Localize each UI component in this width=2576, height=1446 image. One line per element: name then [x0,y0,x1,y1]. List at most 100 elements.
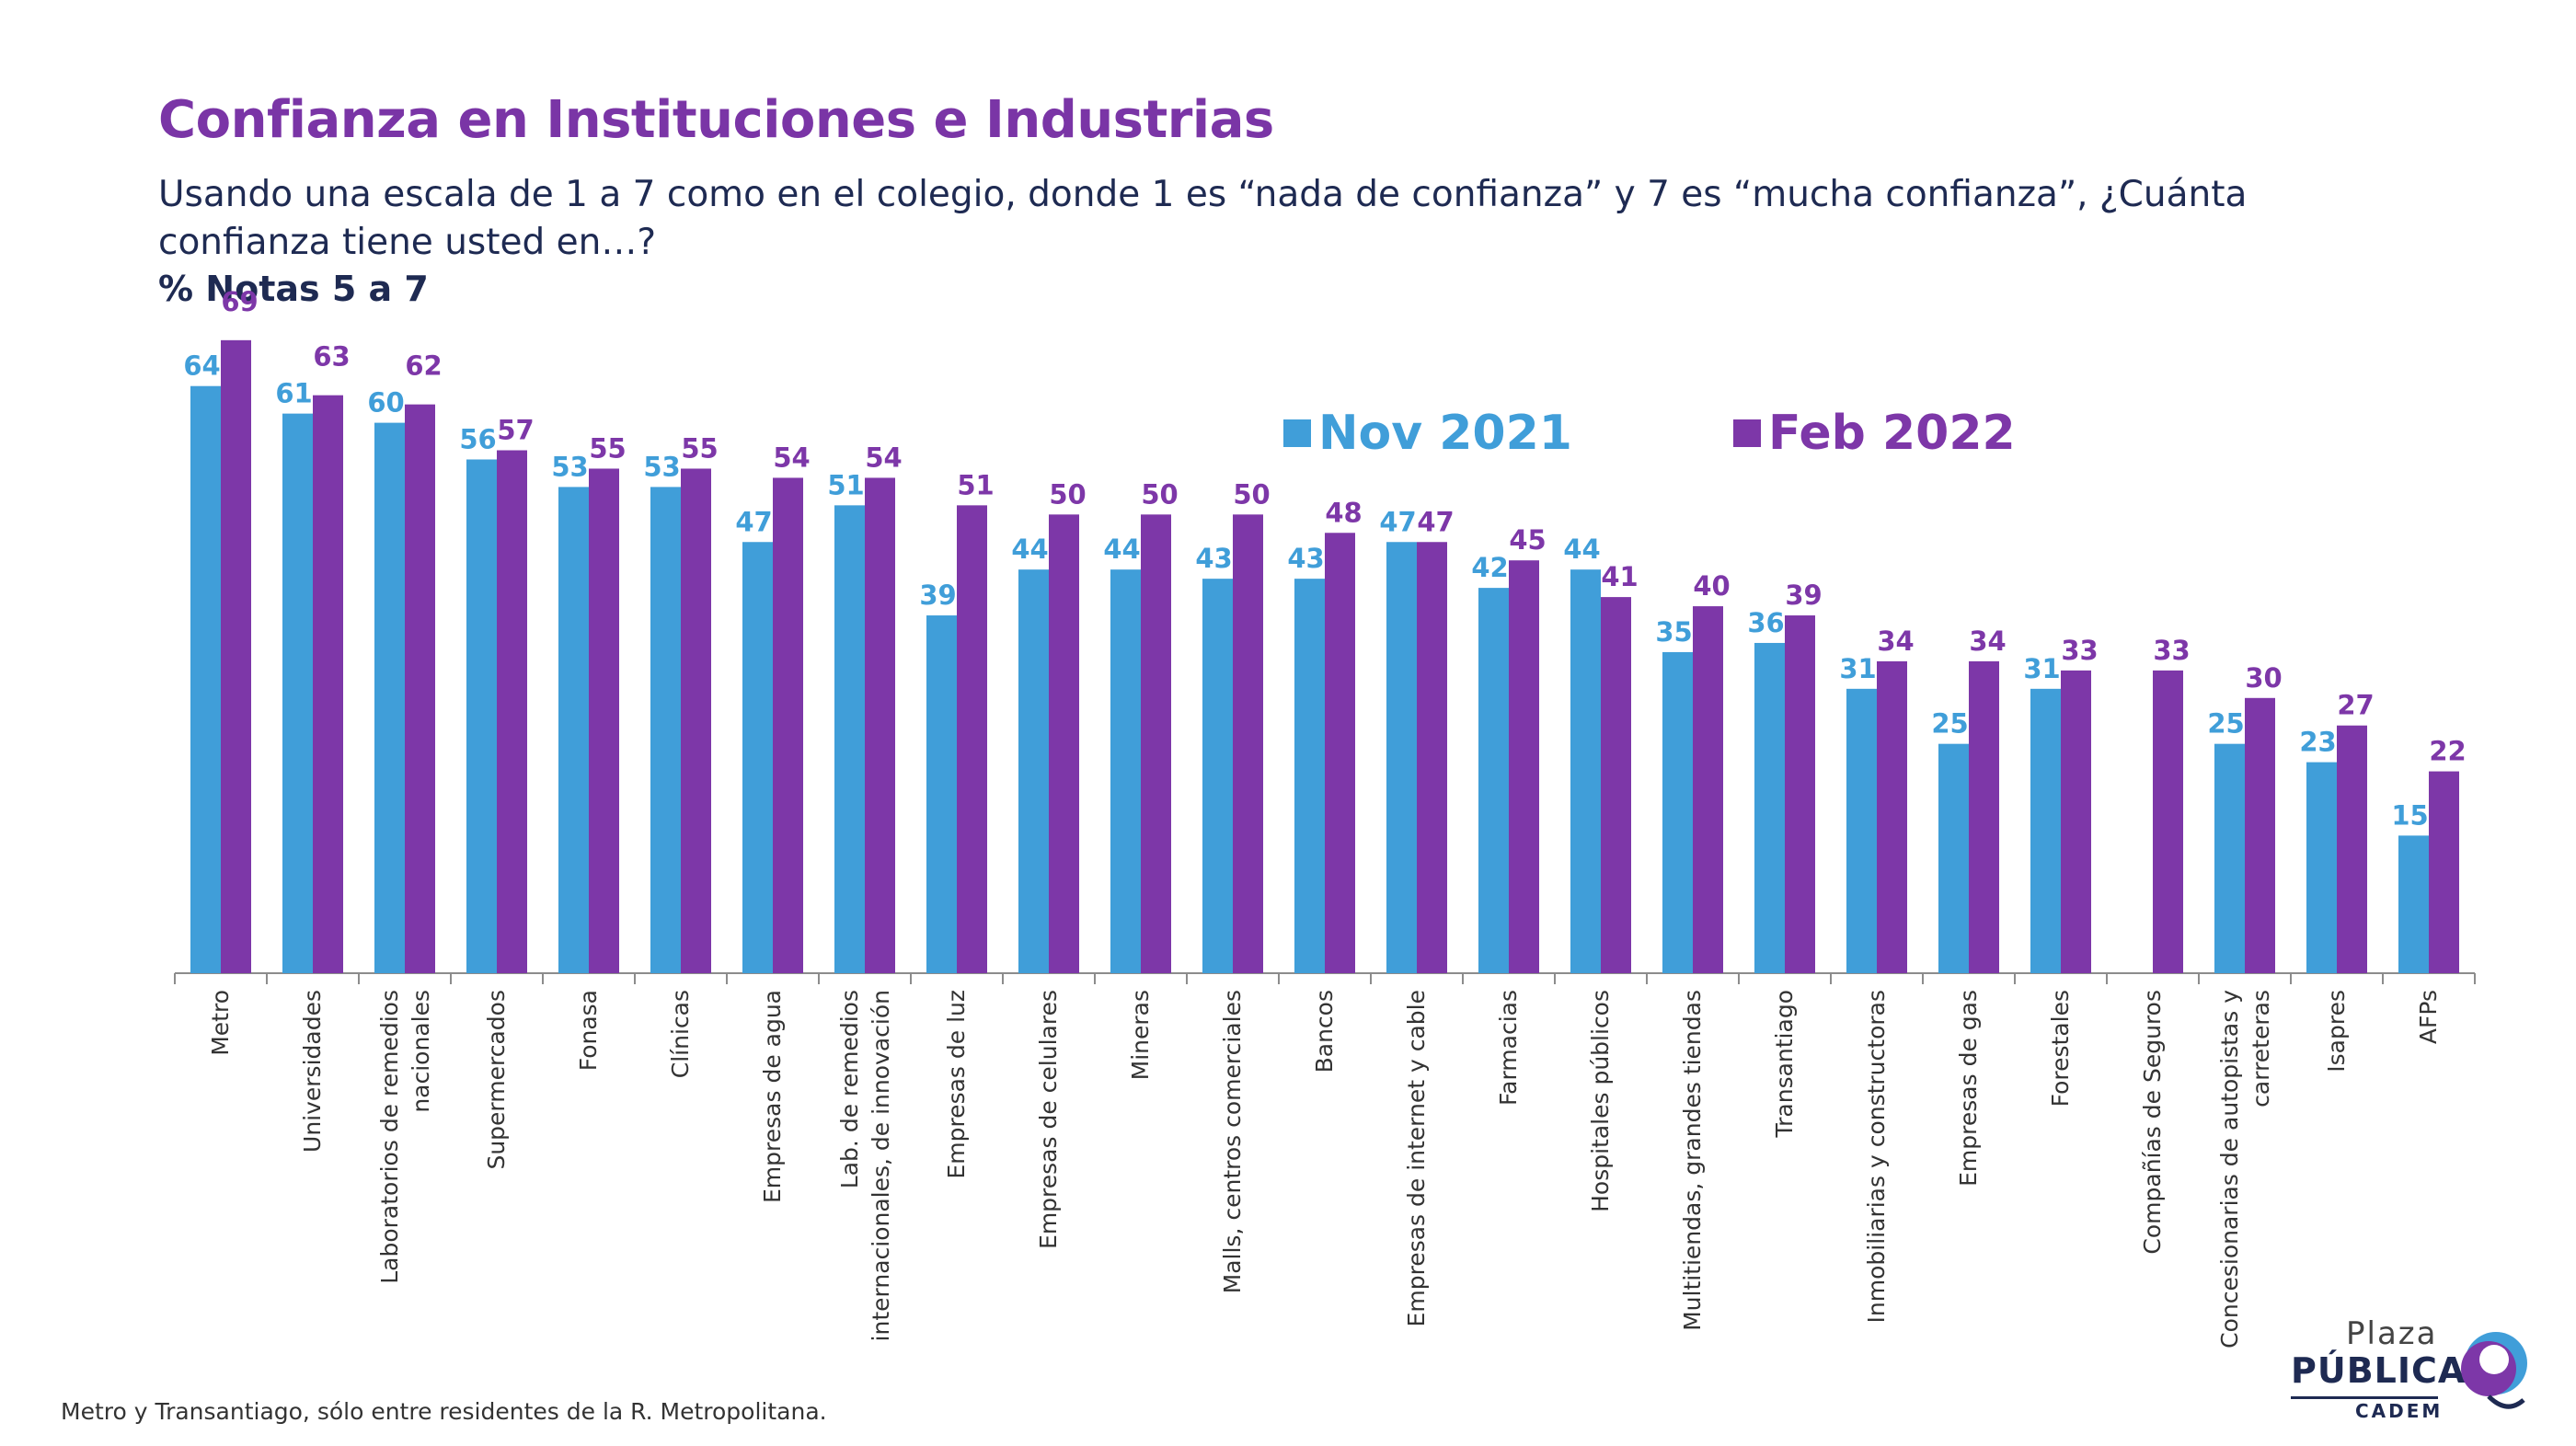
bar-nov-2021-empresas-de-gas [1938,743,1969,973]
bar-feb-2022-empresas-de-agua [773,477,803,973]
value-label-nov-2021-empresas-de-agua: 47 [735,506,772,537]
value-label-feb-2022-afps: 22 [2429,736,2466,767]
value-label-feb-2022-empresas-de-celulares: 50 [1049,478,1086,510]
category-label-empresas-de-internet-y-cable: Empresas de internet y cable [1403,990,1430,1326]
bar-feb-2022-empresas-de-internet-y-cable [1417,542,1447,973]
value-label-nov-2021-clinicas: 53 [643,451,680,482]
bar-nov-2021-forestales [2030,688,2061,973]
value-label-feb-2022-metro: 69 [221,286,258,317]
value-label-nov-2021-lab-de-remedios-internacionales-de-innovacion: 51 [827,469,864,500]
value-label-feb-2022-isapres: 27 [2337,690,2374,721]
bar-nov-2021-lab-de-remedios-internacionales-de-innovacion [834,505,865,973]
logo-swirl-icon [2461,1332,2527,1409]
category-label-laboratorios-de-remedios-nacionales: Laboratorios de remedios nacionales [376,990,434,1284]
bar-nov-2021-universidades [282,413,313,973]
value-label-feb-2022-empresas-de-gas: 34 [1969,625,2006,657]
bar-nov-2021-hospitales-publicos [1570,569,1601,973]
bar-nov-2021-farmacias [1478,588,1509,973]
legend-swatch-nov-2021 [1283,419,1311,447]
bar-feb-2022-universidades [313,395,343,973]
category-label-mineras: Mineras [1127,990,1154,1080]
logo-text-cadem: CADEM [2355,1400,2444,1422]
category-label-forestales: Forestales [2047,990,2074,1107]
value-label-nov-2021-transantiago: 36 [1747,607,1784,638]
survey-question: Usando una escala de 1 a 7 como en el co… [158,174,2248,263]
footnote: Metro y Transantiago, sólo entre residen… [61,1398,827,1425]
value-label-nov-2021-empresas-de-luz: 39 [919,580,956,611]
bar-feb-2022-farmacias [1509,560,1539,973]
bar-nov-2021-inmobiliarias-y-constructoras [1846,688,1877,973]
bar-nov-2021-empresas-de-agua [742,542,773,973]
legend-item-nov-2021: Nov 2021 [1283,406,1572,461]
bar-nov-2021-metro [190,385,221,973]
category-label-farmacias: Farmacias [1495,990,1522,1106]
value-label-feb-2022-laboratorios-de-remedios-nacionales: 62 [405,350,442,382]
bar-nov-2021-multitiendas-grandes-tiendas [1662,651,1693,973]
bar-nov-2021-fonasa [558,487,589,973]
legend-item-feb-2022: Feb 2022 [1732,406,2016,461]
category-label-universidades: Universidades [299,990,326,1153]
logo-text-publica: PÚBLICA [2291,1350,2467,1391]
value-label-nov-2021-bancos: 43 [1287,543,1324,574]
value-label-feb-2022-clinicas: 55 [681,432,718,464]
value-label-feb-2022-fonasa: 55 [589,432,626,464]
bar-nov-2021-empresas-de-internet-y-cable [1386,542,1417,973]
value-label-feb-2022-inmobiliarias-y-constructoras: 34 [1877,625,1914,657]
legend-label-nov-2021: Nov 2021 [1318,406,1572,461]
logo-underline [2291,1396,2438,1399]
category-label-inmobiliarias-y-constructoras: Inmobiliarias y constructoras [1863,990,1890,1323]
value-label-feb-2022-bancos: 48 [1325,497,1362,528]
value-label-nov-2021-isapres: 23 [2299,727,2336,758]
value-label-nov-2021-supermercados: 56 [459,423,496,454]
value-label-nov-2021-forestales: 31 [2023,653,2060,684]
bar-feb-2022-empresas-de-luz [957,505,987,973]
value-label-nov-2021-inmobiliarias-y-constructoras: 31 [1839,653,1876,684]
value-label-nov-2021-empresas-de-internet-y-cable: 47 [1379,506,1416,537]
category-label-hospitales-publicos: Hospitales públicos [1587,990,1614,1212]
value-label-nov-2021-empresas-de-gas: 25 [1931,708,1968,740]
chart-legend: Nov 2021 Feb 2022 [1283,401,2016,465]
value-label-feb-2022-empresas-de-agua: 54 [773,442,810,473]
value-label-nov-2021-malls-centros-comerciales: 43 [1195,543,1232,574]
bar-nov-2021-laboratorios-de-remedios-nacionales [374,422,405,974]
bar-feb-2022-isapres [2337,725,2367,973]
value-label-feb-2022-multitiendas-grandes-tiendas: 40 [1693,570,1730,602]
chart-title: Confianza en Instituciones e Industrias [158,90,1274,150]
value-label-feb-2022-universidades: 63 [313,341,350,373]
bar-feb-2022-clinicas [681,468,711,973]
logo-text-plaza: Plaza [2346,1315,2438,1352]
bar-feb-2022-empresas-de-gas [1969,660,1999,973]
bar-feb-2022-mineras [1141,514,1171,973]
value-label-feb-2022-concesionarias-de-autopistas-y-carreteras: 30 [2245,662,2282,694]
category-label-lab-de-remedios-internacionales-de-innovacion: Lab. de remedios internacionales, de inno… [836,990,894,1341]
category-label-bancos: Bancos [1311,990,1338,1073]
bar-feb-2022-empresas-de-celulares [1049,514,1079,973]
bar-feb-2022-metro [221,339,251,974]
value-label-nov-2021-fonasa: 53 [551,451,588,482]
value-label-nov-2021-hospitales-publicos: 44 [1563,534,1600,565]
bar-nov-2021-concesionarias-de-autopistas-y-carreteras [2214,743,2245,973]
category-label-companias-de-seguros: Compañías de Seguros [2139,990,2166,1255]
category-label-transantiago: Transantiago [1771,990,1798,1138]
category-label-malls-centros-comerciales: Malls, centros comerciales [1219,990,1246,1293]
value-label-feb-2022-empresas-de-luz: 51 [957,469,994,500]
bar-nov-2021-isapres [2306,762,2337,973]
bar-feb-2022-inmobiliarias-y-constructoras [1877,660,1907,973]
bar-feb-2022-malls-centros-comerciales [1233,514,1263,973]
bar-feb-2022-afps [2429,771,2459,973]
bar-feb-2022-hospitales-publicos [1601,597,1631,973]
legend-label-feb-2022: Feb 2022 [1767,406,2016,461]
value-label-nov-2021-universidades: 61 [275,378,312,409]
value-label-nov-2021-farmacias: 42 [1471,552,1508,583]
bar-nov-2021-transantiago [1754,642,1785,973]
bar-nov-2021-empresas-de-celulares [1018,569,1049,973]
bar-feb-2022-fonasa [589,468,619,973]
bar-feb-2022-laboratorios-de-remedios-nacionales [405,404,435,973]
category-label-fonasa: Fonasa [575,990,602,1071]
category-label-isapres: Isapres [2323,990,2350,1073]
bar-feb-2022-concesionarias-de-autopistas-y-carreteras [2245,697,2275,973]
category-label-empresas-de-gas: Empresas de gas [1955,990,1982,1187]
category-label-metro: Metro [207,990,234,1056]
bar-feb-2022-forestales [2061,670,2091,973]
